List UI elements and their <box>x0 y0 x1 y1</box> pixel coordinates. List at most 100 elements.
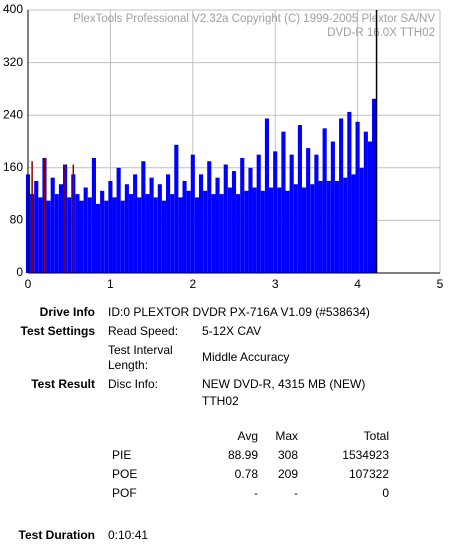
bar <box>219 194 224 273</box>
bar <box>186 190 191 273</box>
x-tick-label: 3 <box>272 277 279 291</box>
bar <box>248 167 253 273</box>
bar <box>310 184 315 273</box>
bar <box>190 154 195 273</box>
bar <box>334 180 340 273</box>
bar <box>277 187 282 273</box>
bar <box>273 151 278 273</box>
bar <box>128 194 134 273</box>
bar <box>64 164 66 273</box>
bar <box>174 144 179 273</box>
x-tick-label: 0 <box>25 277 32 291</box>
bar <box>240 157 245 273</box>
bar <box>343 177 348 273</box>
bar <box>108 180 113 273</box>
bar <box>79 200 84 273</box>
label: Read Speed: <box>108 324 178 338</box>
bar <box>34 180 39 273</box>
cell: 0 <box>382 486 389 500</box>
bar <box>252 187 257 273</box>
bar <box>269 187 274 273</box>
cell: - <box>294 486 298 500</box>
bar <box>301 187 307 273</box>
bar <box>227 187 232 273</box>
bar <box>75 194 80 273</box>
bar <box>330 141 335 273</box>
bar <box>363 131 368 273</box>
bar <box>293 184 298 273</box>
bar <box>281 131 286 273</box>
bar <box>116 167 121 273</box>
bar <box>256 154 261 273</box>
bar <box>166 174 171 273</box>
bar <box>87 197 92 273</box>
row-label: POF <box>112 486 137 500</box>
bar <box>355 121 360 274</box>
y-tick-label: 0 <box>16 265 23 279</box>
cell: 308 <box>278 448 298 462</box>
value: Middle Accuracy <box>202 350 289 364</box>
bar <box>306 148 311 273</box>
bar <box>322 128 327 273</box>
bar <box>264 118 270 273</box>
bar <box>72 164 75 273</box>
value: ID:0 PLEXTOR DVDR PX-716A V1.09 (#538634… <box>108 305 370 319</box>
label: Length: <box>108 358 148 372</box>
bar <box>124 184 129 273</box>
column-header: Avg <box>238 429 258 443</box>
bar <box>31 161 33 273</box>
bar <box>314 154 319 273</box>
bar <box>198 174 204 273</box>
y-tick-label: 160 <box>3 160 23 174</box>
bar <box>339 118 344 273</box>
bar <box>372 98 377 273</box>
bar <box>95 203 101 273</box>
value: 5-12X CAV <box>202 324 261 338</box>
value: 0:10:41 <box>108 528 148 542</box>
bar <box>367 141 373 273</box>
value: NEW DVD-R, 4315 MB (NEW) <box>202 377 365 391</box>
bar <box>145 194 150 273</box>
bar <box>149 177 154 273</box>
bar <box>297 125 302 273</box>
bar <box>161 200 167 273</box>
label: Disc Info: <box>108 377 158 391</box>
bar <box>58 184 64 273</box>
bar <box>100 190 105 273</box>
bar <box>318 180 323 273</box>
cell: 209 <box>278 467 298 481</box>
bar <box>83 187 88 273</box>
label: Test Duration <box>19 528 95 542</box>
bar <box>231 171 237 273</box>
bar <box>141 161 146 273</box>
bar <box>38 197 43 273</box>
label: Test Settings <box>21 324 96 338</box>
bar <box>203 190 208 273</box>
label: Test Interval <box>108 343 173 357</box>
bar <box>236 194 241 273</box>
bar <box>194 197 199 273</box>
bar <box>223 164 228 273</box>
bar <box>170 194 175 273</box>
bar <box>289 154 294 273</box>
watermark: DVD-R 16.0X TTH02 <box>327 27 435 39</box>
y-tick-label: 320 <box>3 55 23 69</box>
watermark: PlexTools Professional V2.32a Copyright … <box>73 13 435 25</box>
bar <box>351 174 356 273</box>
bar <box>43 157 46 273</box>
bar <box>104 200 109 273</box>
bar <box>182 180 187 273</box>
y-tick-label: 80 <box>10 213 24 227</box>
y-tick-label: 240 <box>3 107 23 121</box>
bar <box>46 200 51 273</box>
bar <box>54 194 59 273</box>
bar <box>347 111 352 273</box>
bar <box>359 167 364 273</box>
bar <box>153 197 158 273</box>
label: Test Result <box>31 377 95 391</box>
bar <box>215 177 220 273</box>
bar <box>244 190 249 273</box>
x-tick-label: 1 <box>107 277 114 291</box>
cell: 88.99 <box>228 448 258 462</box>
